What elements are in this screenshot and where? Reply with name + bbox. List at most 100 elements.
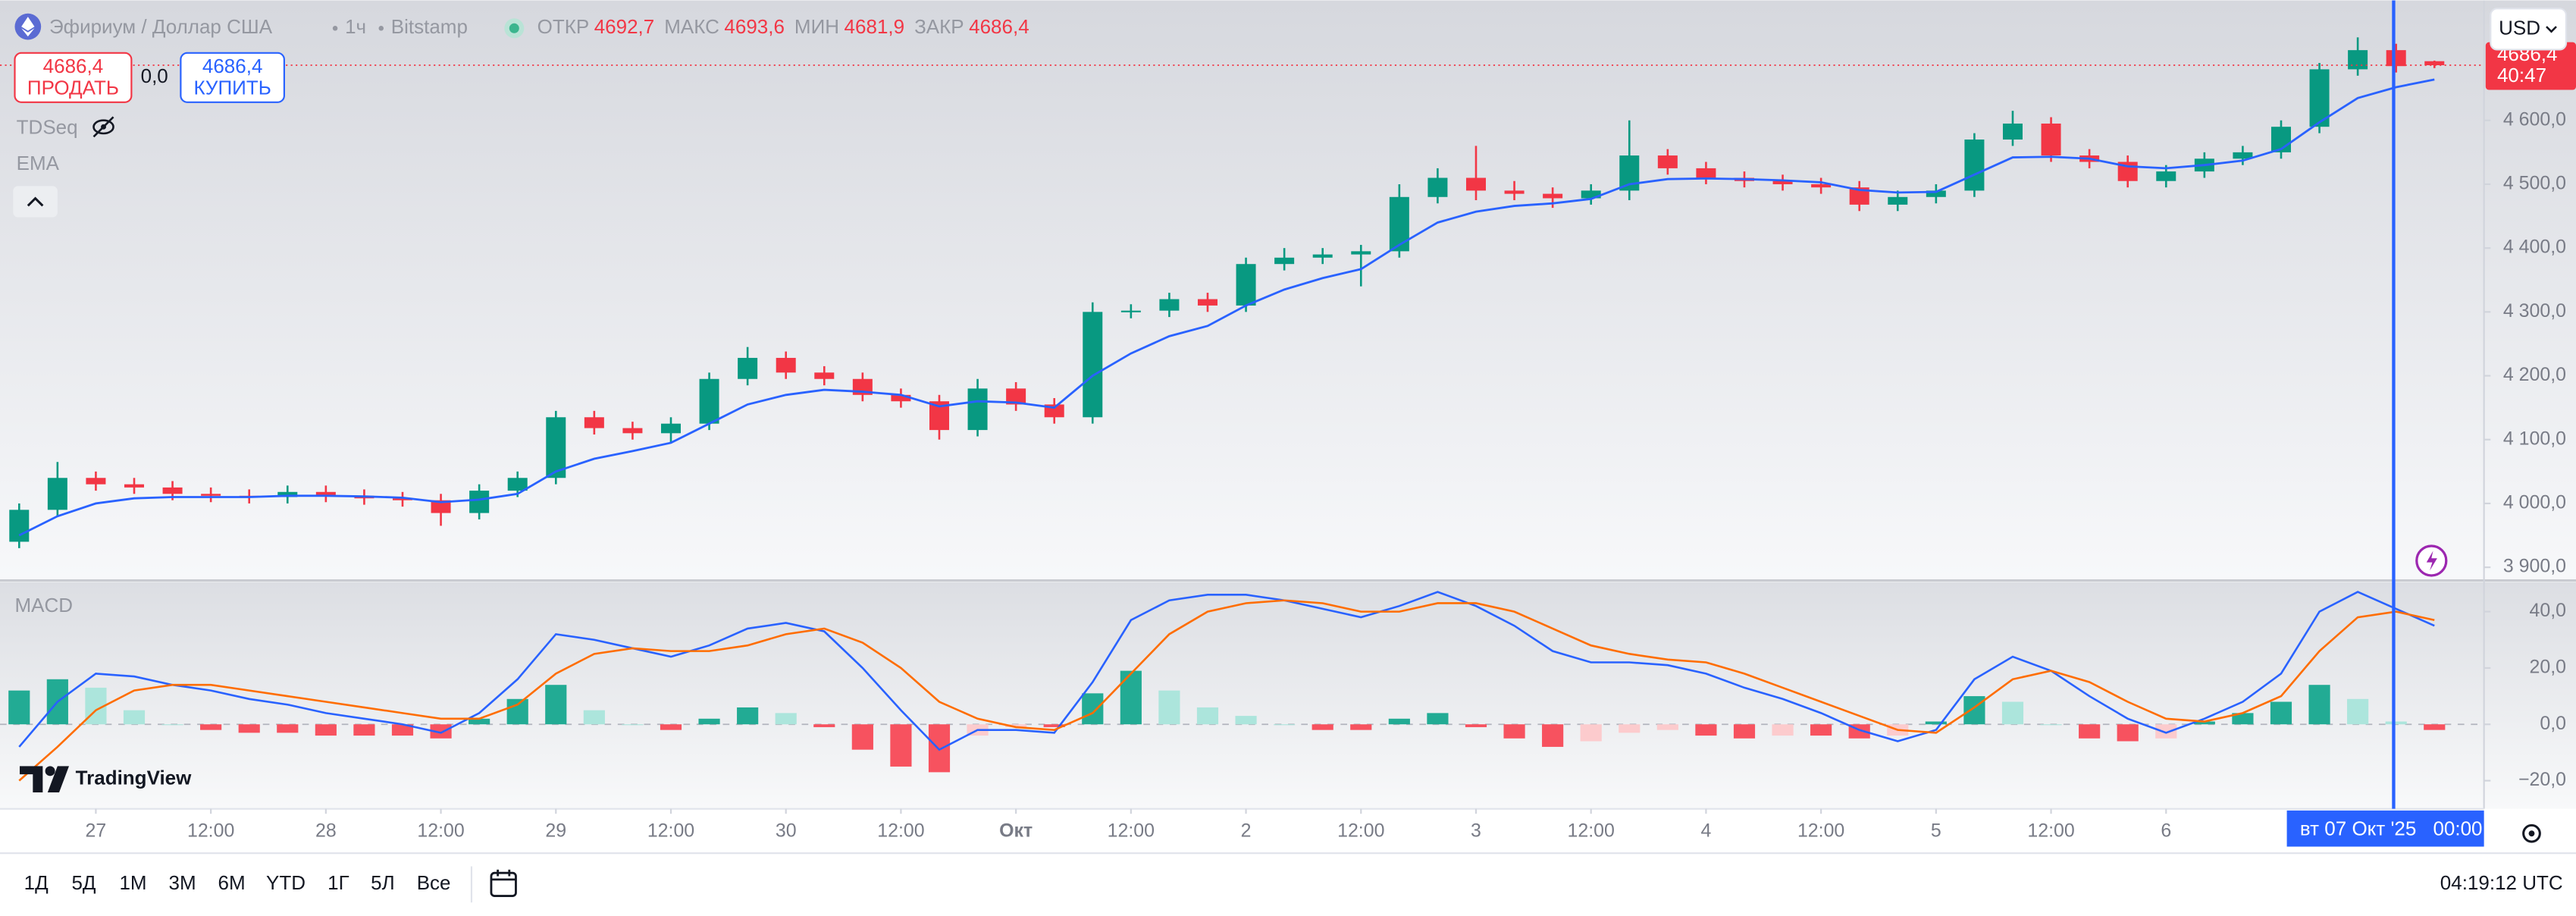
timeframe-button[interactable]: 5Д xyxy=(71,871,96,894)
ema-line xyxy=(18,78,2435,537)
histogram-bar xyxy=(660,724,682,730)
candle-body xyxy=(1657,155,1678,168)
logo-text: TradingView xyxy=(76,767,192,789)
histogram-bar xyxy=(353,724,375,736)
x-tick-label: 12:00 xyxy=(187,820,234,842)
histogram-bar xyxy=(1810,724,1832,736)
timeframe-button[interactable]: 1Г xyxy=(327,871,349,894)
x-tick-label: 30 xyxy=(776,820,797,842)
candle-body xyxy=(1351,251,1371,255)
histogram-bar xyxy=(2155,724,2177,739)
crosshair-time: 00:00 xyxy=(2433,817,2482,840)
timeframe-button[interactable]: Все xyxy=(417,871,451,894)
candle-body xyxy=(1236,264,1256,306)
indicator-label[interactable]: TDSeq xyxy=(17,115,78,138)
sell-price: 4686,4 xyxy=(43,55,104,77)
candle-body xyxy=(507,478,528,491)
collapse-button[interactable] xyxy=(13,186,58,218)
histogram-bar xyxy=(2347,698,2369,725)
histogram-bar xyxy=(2270,701,2292,725)
histogram-bar xyxy=(1925,721,1947,725)
histogram-bar xyxy=(123,710,146,725)
y-tick-label: 4 200,0 xyxy=(2503,364,2566,385)
x-tick-label: 29 xyxy=(545,820,566,842)
histogram-bar xyxy=(1733,724,1756,739)
currency-chevron xyxy=(2546,26,2557,33)
timeframe-button[interactable]: 6М xyxy=(218,871,245,894)
symbol-name: Эфириум / Доллар США xyxy=(49,15,273,38)
candle-body xyxy=(738,357,758,379)
histogram-bar xyxy=(238,724,260,733)
histogram-bar xyxy=(813,724,835,727)
ohlc-label: МИН xyxy=(794,15,839,38)
calendar-button[interactable] xyxy=(490,869,517,897)
x-tick-label: 12:00 xyxy=(1797,820,1844,842)
bar-countdown: 40:47 xyxy=(2497,64,2546,86)
histogram-bar xyxy=(622,724,644,726)
y-tick-label: 20,0 xyxy=(2530,657,2566,678)
ohlc-label: МАКС xyxy=(664,15,719,38)
candle-body xyxy=(2041,123,2061,156)
timeframe-button[interactable]: 3М xyxy=(168,871,196,894)
histogram-bar xyxy=(1542,724,1564,747)
hidden-eye-icon[interactable] xyxy=(92,116,114,138)
candle-body xyxy=(2386,50,2406,67)
sell-button[interactable] xyxy=(14,52,133,103)
ohlc-value: 4692,7 xyxy=(594,15,655,38)
buy-button[interactable] xyxy=(180,52,285,103)
histogram-bar xyxy=(1580,724,1602,742)
x-tick-label: 12:00 xyxy=(877,820,924,842)
timeframe-button[interactable]: 5Л xyxy=(371,871,395,894)
histogram-bar xyxy=(2079,724,2101,739)
histogram-bar xyxy=(583,710,605,725)
timeframe-toolbar: 1Д 5Д 1М 3М 6М YTD 1Г 5Л Все xyxy=(24,871,451,894)
buy-price: 4686,4 xyxy=(202,55,263,77)
histogram-bar xyxy=(1656,724,1678,730)
candle-body xyxy=(546,417,566,478)
y-tick-label: 4 400,0 xyxy=(2503,237,2566,258)
lightning-icon xyxy=(2426,551,2437,571)
buy-label: КУПИТЬ xyxy=(194,76,271,99)
timeframe-button[interactable]: YTD xyxy=(266,871,306,894)
macd-title: MACD xyxy=(15,594,74,616)
candle-body xyxy=(1926,190,1946,197)
ohlc-value: 4693,6 xyxy=(724,15,785,38)
clock[interactable]: 04:19:12 UTC xyxy=(2440,871,2563,894)
candle-body xyxy=(392,498,412,500)
histogram-bar xyxy=(1082,693,1104,725)
candle-body xyxy=(584,417,604,428)
histogram-bar xyxy=(1158,690,1180,725)
candle-body xyxy=(1312,254,1333,258)
macd-pane xyxy=(0,582,2576,809)
settings-button[interactable] xyxy=(2522,823,2541,843)
currency-button[interactable] xyxy=(2490,8,2568,51)
x-tick-label: 12:00 xyxy=(1568,820,1615,842)
histogram-bar xyxy=(1312,724,1333,730)
y-tick-label: 4 300,0 xyxy=(2503,300,2566,322)
candle-body xyxy=(1274,257,1295,265)
candle-body xyxy=(1696,168,1716,178)
candle-body xyxy=(776,357,796,373)
timeframe-button[interactable]: 1М xyxy=(119,871,146,894)
timeframe-button[interactable]: 1Д xyxy=(24,871,49,894)
candle-body xyxy=(1120,310,1141,312)
candle-body xyxy=(660,423,681,434)
histogram-bar xyxy=(391,724,414,736)
candle-body xyxy=(1849,187,1869,205)
histogram-bar xyxy=(1465,724,1487,727)
candle-body xyxy=(1543,193,1563,199)
candle-body xyxy=(2348,50,2368,70)
candle-body xyxy=(1083,312,1103,418)
histogram-bar xyxy=(1043,724,1065,727)
histogram-bar xyxy=(1350,724,1372,730)
ohlc-label: ОТКР xyxy=(537,15,590,38)
candle-body xyxy=(1465,177,1486,191)
histogram-bar xyxy=(545,685,567,725)
y-tick-label: 0,0 xyxy=(2540,713,2566,734)
candle-body xyxy=(1888,196,1908,205)
candle-body xyxy=(9,510,30,542)
ohlc-value: 4681,9 xyxy=(845,15,905,38)
indicator-label[interactable]: EMA xyxy=(17,152,60,174)
x-tick-label: 12:00 xyxy=(2027,820,2074,842)
